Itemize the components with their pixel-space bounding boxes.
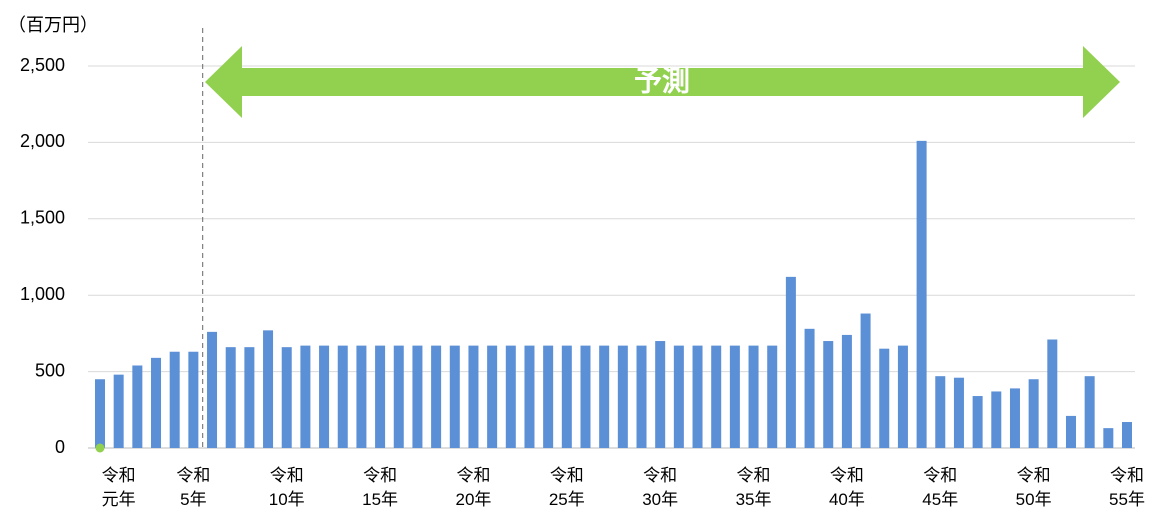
- x-tick-label: 令和 30年: [642, 466, 679, 509]
- bar: [524, 345, 535, 448]
- bar: [1103, 428, 1114, 448]
- y-tick-label: 2,500: [20, 55, 65, 75]
- bar: [263, 330, 274, 448]
- bar: [636, 345, 647, 448]
- bar: [655, 341, 666, 448]
- bar: [225, 347, 236, 448]
- bar: [169, 351, 180, 448]
- bar: [281, 347, 292, 448]
- y-tick-label: 0: [55, 437, 65, 457]
- bar: [823, 341, 834, 448]
- bar: [991, 391, 1002, 448]
- bar: [375, 345, 386, 448]
- bar: [151, 357, 162, 448]
- bar: [860, 313, 871, 448]
- x-tick-label: 令和 15年: [362, 466, 399, 509]
- bar: [207, 331, 218, 448]
- bar: [841, 334, 852, 448]
- x-tick-label: 令和 10年: [268, 466, 305, 509]
- bar: [412, 345, 423, 448]
- forecast-arrow: [205, 46, 1120, 118]
- bar: [431, 345, 442, 448]
- bar: [879, 348, 890, 448]
- x-tick-label: 令和 40年: [828, 466, 865, 509]
- bar: [113, 374, 124, 448]
- bar: [300, 345, 311, 448]
- forecast-label: 予測: [634, 65, 690, 96]
- y-tick-label: 1,500: [20, 208, 65, 228]
- bar: [953, 377, 964, 448]
- bar: [748, 345, 759, 448]
- bar: [1009, 388, 1020, 448]
- bar: [1122, 422, 1132, 448]
- bar: [393, 345, 404, 448]
- x-tick-label: 令和 45年: [922, 466, 959, 509]
- x-tick-label: 令和 20年: [455, 466, 492, 509]
- bar: [319, 345, 330, 448]
- y-tick-label: 2,000: [20, 131, 65, 151]
- bar: [1047, 339, 1058, 448]
- bar: [804, 328, 815, 448]
- bar: [599, 345, 610, 448]
- bar: [1065, 415, 1076, 448]
- bar: [767, 345, 778, 448]
- bar: [468, 345, 479, 448]
- bar: [337, 345, 348, 448]
- bar: [617, 345, 628, 448]
- bar: [356, 345, 367, 448]
- bar: [692, 345, 703, 448]
- x-tick-label: 令和 35年: [735, 466, 772, 509]
- bar: [487, 345, 498, 448]
- bar: [897, 345, 908, 448]
- x-tick-label: 令和 55年: [1109, 466, 1145, 509]
- bar: [673, 345, 684, 448]
- unit-label: （百万円）: [8, 15, 98, 35]
- bar: [729, 345, 740, 448]
- bar: [505, 345, 516, 448]
- x-tick-label: 令和 元年: [101, 466, 136, 509]
- bar: [972, 396, 983, 448]
- bar: [543, 345, 554, 448]
- y-tick-label: 1,000: [20, 284, 65, 304]
- bar: [132, 365, 143, 448]
- bar: [711, 345, 722, 448]
- bar: [580, 345, 591, 448]
- bar: [1084, 376, 1095, 448]
- bar: [449, 345, 460, 448]
- base-marker: [95, 443, 105, 453]
- bar: [1028, 379, 1039, 448]
- bar: [785, 276, 796, 448]
- x-tick-label: 令和 50年: [1015, 466, 1052, 509]
- bar: [244, 347, 255, 448]
- bar: [561, 345, 572, 448]
- bar: [935, 376, 946, 448]
- y-tick-label: 500: [35, 360, 65, 380]
- x-tick-label: 令和 5年: [176, 466, 211, 509]
- bar: [916, 140, 927, 448]
- bar: [95, 379, 105, 448]
- bar: [188, 351, 199, 448]
- x-tick-label: 令和 25年: [548, 466, 585, 509]
